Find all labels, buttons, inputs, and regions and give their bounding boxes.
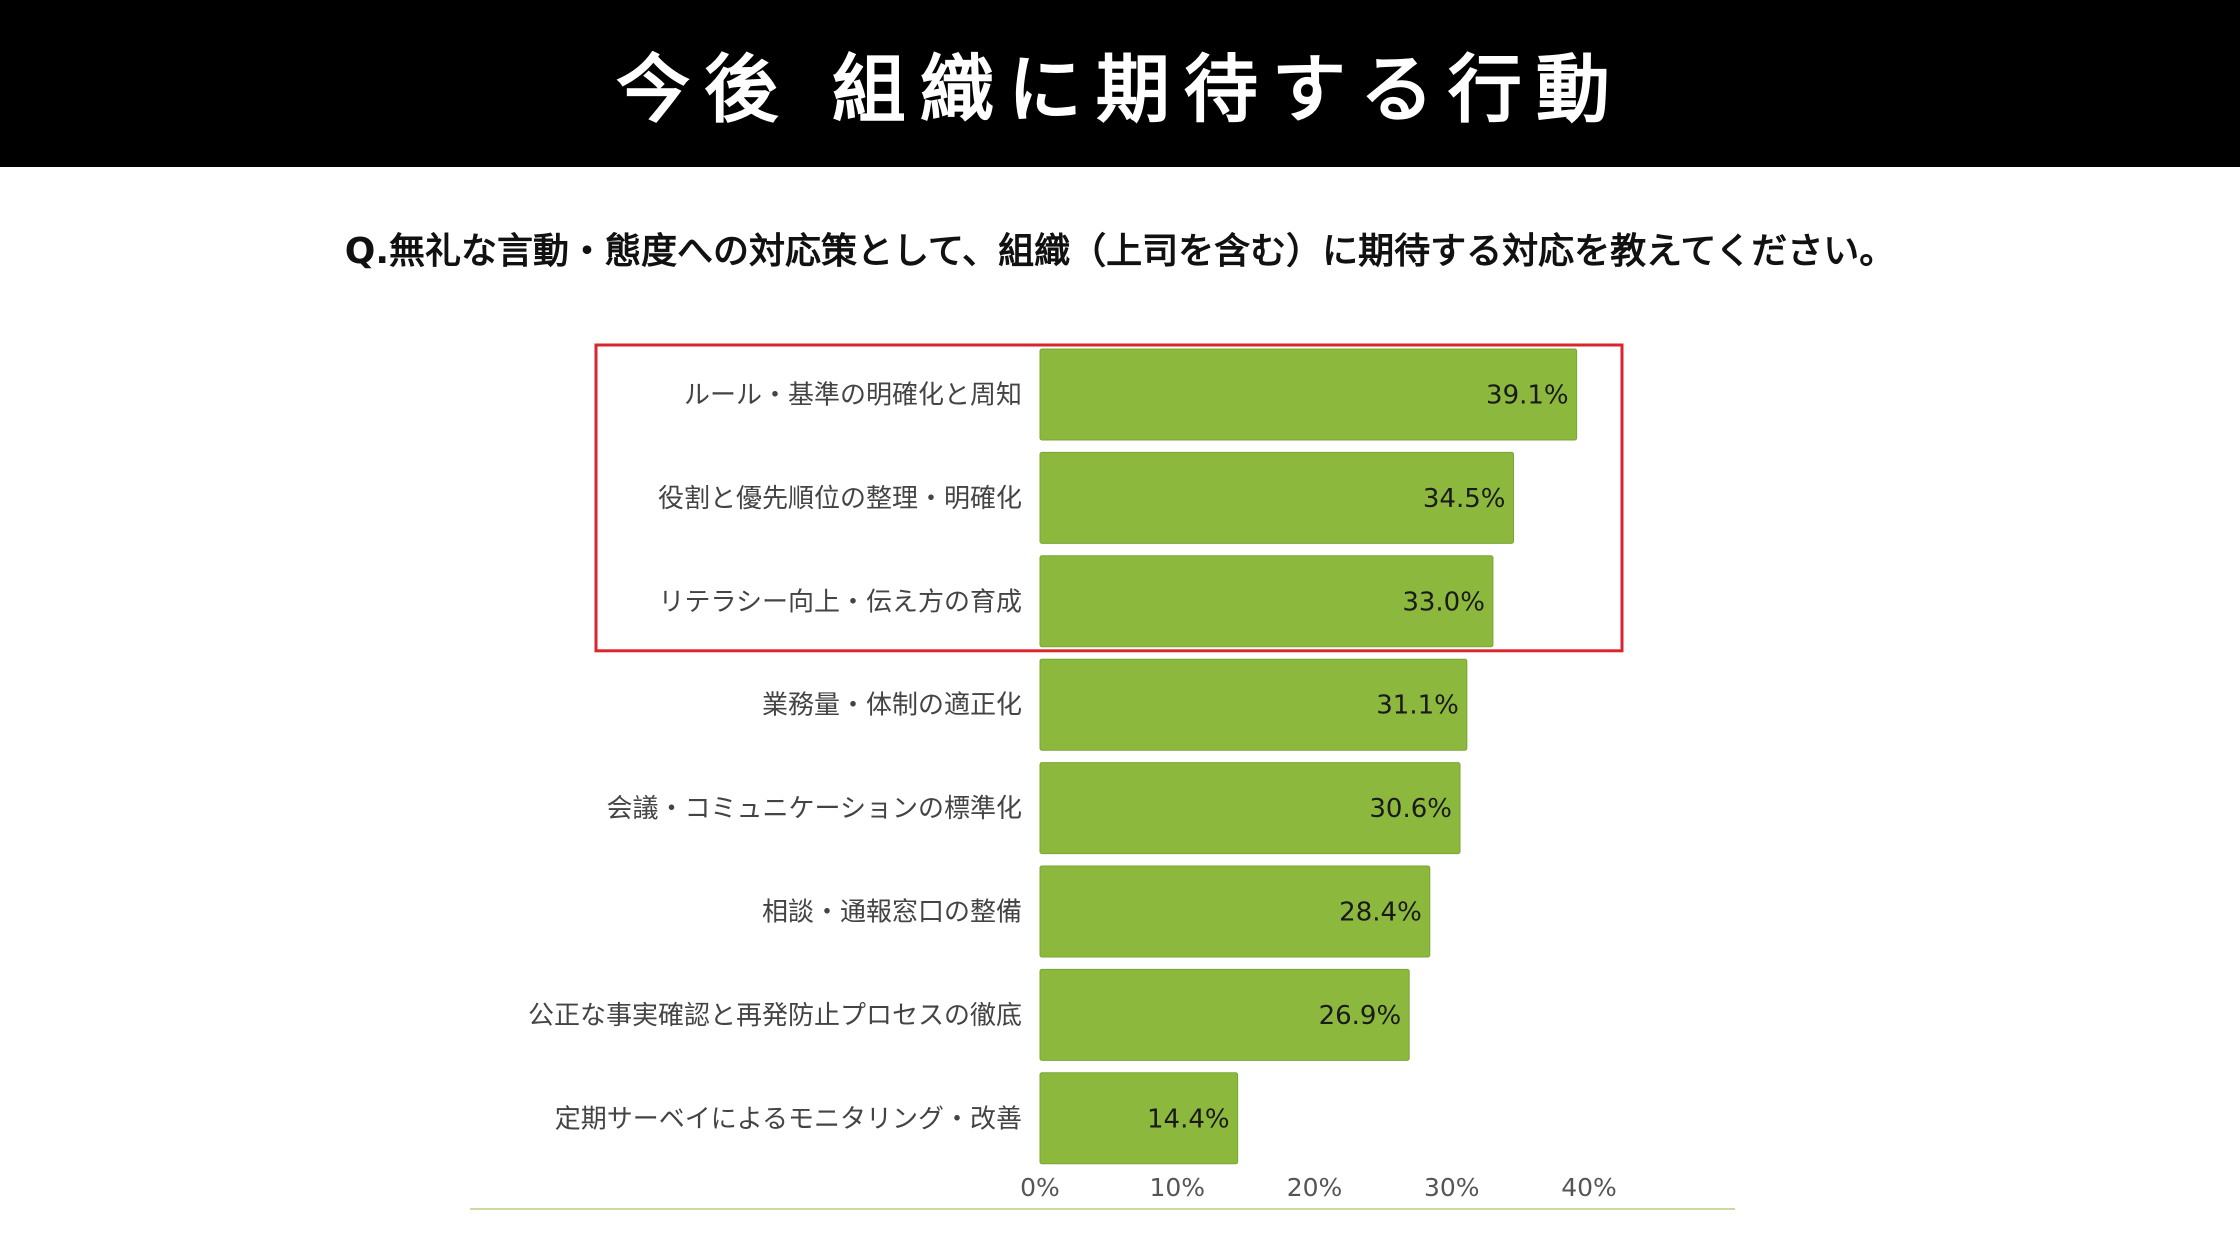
x-tick-label: 0% [1020,1173,1060,1202]
header-bar: 今後 組織に期待する行動 [0,0,2240,167]
x-tick-label: 20% [1287,1173,1343,1202]
bar [1039,865,1431,958]
bar [1039,1072,1239,1165]
category-label: リテラシー向上・伝え方の育成 [659,587,1022,617]
category-label: 会議・コミュニケーションの標準化 [607,794,1022,824]
value-label: 26.9% [1319,1001,1402,1031]
bar [1039,348,1578,441]
value-label: 30.6% [1369,794,1452,824]
category-label: 役割と優先順位の整理・明確化 [658,484,1022,514]
value-label: 34.5% [1423,484,1506,514]
category-label: 相談・通報窓口の整備 [762,898,1022,928]
value-label: 28.4% [1339,898,1422,928]
category-label: 定期サーベイによるモニタリング・改善 [555,1104,1022,1134]
x-tick-label: 10% [1149,1173,1205,1202]
bar [1039,555,1494,648]
x-tick-label: 30% [1424,1173,1480,1202]
bar [1039,451,1515,544]
value-label: 39.1% [1486,381,1569,411]
value-label: 14.4% [1147,1104,1230,1134]
bar [1039,968,1410,1061]
category-label: 業務量・体制の適正化 [762,691,1022,721]
value-label: 31.1% [1376,691,1459,721]
value-label: 33.0% [1402,587,1485,617]
category-label: 公正な事実確認と再発防止プロセスの徹底 [528,1001,1022,1031]
x-tick-label: 40% [1561,1173,1617,1202]
page-title: 今後 組織に期待する行動 [616,47,1624,133]
bar [1039,762,1461,855]
survey-question: Q.無礼な言動・態度への対応策として、組織（上司を含む）に期待する対応を教えてく… [344,231,1896,272]
highlight-box [594,343,1624,653]
category-label: ルール・基準の明確化と周知 [684,381,1022,411]
bar [1039,658,1468,751]
